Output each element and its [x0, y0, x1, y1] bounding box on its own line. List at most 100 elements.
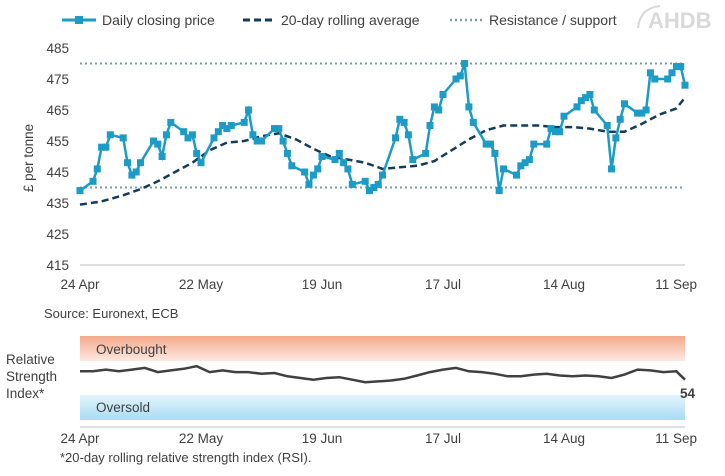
- price-marker: [430, 103, 438, 111]
- price-marker: [616, 115, 624, 123]
- price-marker: [132, 168, 140, 176]
- price-marker: [500, 165, 507, 173]
- price-marker: [188, 131, 196, 139]
- rsi-x-tick-label: 17 Jul: [425, 431, 461, 446]
- price-marker: [150, 137, 157, 145]
- price-marker: [379, 171, 386, 179]
- price-marker: [305, 180, 313, 188]
- price-marker: [240, 118, 248, 126]
- rsi-x-tick-label: 24 Apr: [60, 431, 100, 446]
- price-marker: [193, 149, 201, 157]
- y-tick-label: 415: [46, 258, 69, 273]
- price-marker: [167, 118, 175, 126]
- x-tick-label: 19 Jun: [302, 277, 343, 292]
- price-marker: [318, 153, 326, 160]
- legend-item-levels: Resistance / support: [450, 12, 617, 28]
- price-marker: [638, 109, 646, 117]
- price-marker: [621, 100, 628, 108]
- legend-item-price: Daily closing price: [62, 12, 215, 28]
- price-marker: [197, 159, 205, 167]
- price-marker: [258, 137, 265, 145]
- price-marker: [106, 131, 114, 139]
- price-marker: [582, 94, 590, 102]
- price-marker: [279, 137, 287, 145]
- price-marker: [331, 156, 339, 164]
- price-marker: [400, 118, 408, 126]
- rsi-y-axis-label: Relative Strength Index*: [6, 352, 57, 401]
- price-marker: [603, 122, 611, 129]
- price-markers: [76, 60, 689, 195]
- price-marker: [651, 75, 659, 83]
- price-marker: [634, 109, 641, 117]
- price-marker: [556, 128, 564, 136]
- price-marker: [409, 156, 417, 164]
- price-marker: [439, 91, 447, 98]
- price-marker: [227, 122, 235, 129]
- price-marker: [162, 131, 170, 139]
- price-marker: [465, 103, 473, 111]
- series-line-rsi: [80, 364, 686, 384]
- price-marker: [128, 171, 136, 179]
- rsi-x-tick-label: 19 Jun: [302, 431, 343, 446]
- price-marker: [374, 180, 382, 188]
- price-marker: [124, 159, 131, 167]
- oversold-label: Oversold: [96, 400, 150, 415]
- price-marker: [253, 137, 261, 145]
- price-marker: [76, 187, 84, 195]
- y-tick-label: 425: [46, 227, 69, 242]
- price-marker: [404, 131, 412, 139]
- price-marker: [154, 140, 162, 148]
- overbought-label: Overbought: [96, 342, 167, 357]
- price-marker: [249, 131, 257, 139]
- price-marker: [573, 103, 581, 111]
- source-note: Source: Euronext, ECB: [44, 306, 178, 321]
- price-marker: [396, 115, 404, 123]
- legend-item-average: 20-day rolling average: [243, 12, 420, 28]
- price-marker: [668, 69, 676, 77]
- price-marker: [283, 149, 291, 157]
- overbought-band: [80, 336, 685, 361]
- y-tick-label: 435: [46, 196, 69, 211]
- price-marker: [495, 187, 503, 195]
- rsi-footnote: *20-day rolling relative strength index …: [60, 450, 311, 465]
- oversold-band: [80, 395, 685, 420]
- price-marker: [525, 156, 533, 164]
- x-tick-label: 17 Jul: [425, 277, 461, 292]
- reference-lines: [80, 62, 685, 189]
- price-marker: [137, 159, 144, 167]
- price-marker: [98, 143, 106, 151]
- y-tick-label: 485: [46, 41, 69, 56]
- price-marker: [361, 177, 369, 185]
- price-marker: [642, 106, 650, 114]
- price-marker: [547, 125, 555, 133]
- price-marker: [348, 180, 356, 188]
- price-marker: [370, 184, 378, 191]
- y-tick-label: 475: [46, 72, 69, 87]
- price-marker: [89, 177, 97, 185]
- price-marker: [560, 112, 568, 120]
- price-marker: [102, 143, 110, 151]
- ahdb-logo: AHDB: [637, 5, 712, 33]
- price-marker: [366, 187, 373, 195]
- price-marker: [590, 106, 598, 114]
- price-marker: [392, 134, 399, 142]
- price-marker: [586, 91, 594, 98]
- legend-label-price: Daily closing price: [102, 12, 215, 28]
- price-marker: [271, 125, 278, 133]
- price-marker: [340, 159, 348, 167]
- x-tick-label: 22 May: [179, 277, 224, 292]
- legend-label-average: 20-day rolling average: [281, 12, 420, 28]
- price-marker: [491, 149, 499, 157]
- price-marker: [513, 171, 520, 179]
- price-marker: [521, 159, 529, 167]
- price-marker: [543, 140, 551, 148]
- price-marker: [530, 140, 538, 148]
- price-marker: [551, 128, 559, 136]
- y-axis-label: £ per tonne: [21, 124, 36, 192]
- price-marker: [275, 125, 283, 133]
- y-tick-label: 455: [46, 134, 69, 149]
- price-marker: [180, 128, 188, 136]
- legend: Daily closing price 20-day rolling avera…: [62, 12, 617, 28]
- price-marker: [482, 140, 490, 148]
